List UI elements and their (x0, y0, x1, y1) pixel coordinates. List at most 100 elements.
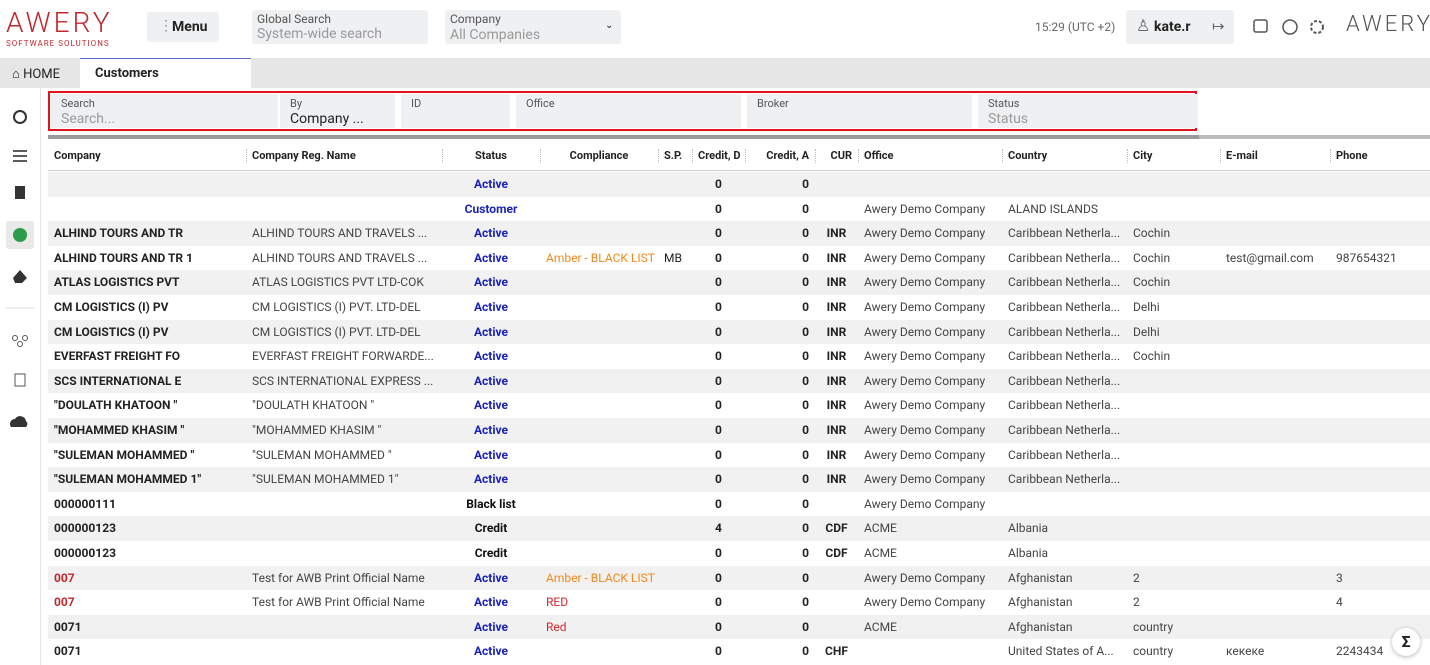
table-row[interactable] (48, 270, 1430, 295)
table-cell: Red (546, 619, 567, 634)
column-separator (658, 149, 659, 163)
filter-field[interactable]: By Company ... (280, 94, 395, 128)
table-row[interactable] (48, 467, 1430, 492)
table-cell: EVERFAST FREIGHT FORWARDE... (252, 349, 434, 364)
clock: 15:29 (UTC +2) (1035, 20, 1116, 34)
table-cell: 0 (802, 472, 809, 487)
table-cell: ATLAS LOGISTICS PVT LTD-COK (252, 275, 424, 290)
column-header[interactable]: Country (1008, 149, 1048, 162)
column-header[interactable]: Credit, A (766, 149, 809, 162)
table-row[interactable] (48, 196, 1430, 222)
table-cell: MB (664, 250, 682, 265)
table-row[interactable] (48, 565, 1430, 591)
settings-icon[interactable] (1310, 20, 1324, 34)
table-row[interactable] (48, 442, 1430, 468)
sum-button[interactable]: Σ (1392, 628, 1420, 656)
table-cell: 3 (1336, 570, 1343, 585)
table-cell: 2243434 (1336, 644, 1384, 659)
column-header[interactable]: Compliance (569, 149, 629, 162)
table-cell: Awery Demo Company (864, 201, 986, 216)
company-select[interactable]: Company All Companies ⌄ (445, 10, 621, 44)
table-cell: 0 (715, 595, 722, 610)
table-row[interactable] (48, 172, 1430, 197)
upload-icon[interactable] (10, 416, 28, 427)
document-icon[interactable] (15, 186, 25, 199)
table-row[interactable] (48, 418, 1430, 443)
table-cell: 0 (802, 521, 809, 536)
table-cell: 000000123 (54, 546, 116, 560)
column-separator (815, 149, 816, 163)
filter-field[interactable]: ID (401, 94, 510, 128)
table-row[interactable] (48, 590, 1430, 615)
field-label: Search (61, 97, 95, 110)
table-cell: 0071 (54, 644, 82, 659)
column-header[interactable]: Phone (1336, 149, 1368, 162)
user-box[interactable]: ♙ kate.r ↦ (1126, 10, 1234, 44)
menu-button[interactable]: ⋮ Menu (147, 12, 219, 42)
table-cell: Amber - BLACK LIST (546, 570, 655, 585)
filter-field[interactable]: Search Search... (51, 94, 278, 128)
table-cell: Awery Demo Company (864, 398, 986, 413)
filter-field[interactable]: Office (516, 94, 741, 128)
table-cell: CM LOGISTICS (I) PV (54, 324, 169, 339)
table-cell: Caribbean Netherla... (1008, 447, 1121, 462)
table-row[interactable] (48, 393, 1430, 418)
table-cell: Awery Demo Company (864, 447, 986, 462)
column-header[interactable]: S.P. (664, 149, 683, 162)
table-row[interactable] (48, 516, 1430, 541)
group-icon[interactable] (12, 335, 28, 347)
table-row[interactable] (48, 245, 1430, 271)
table-row[interactable] (48, 221, 1430, 246)
global-search[interactable]: Global Search System-wide search (252, 10, 428, 44)
import-icon[interactable] (14, 373, 26, 387)
table-cell: ALAND ISLANDS (1008, 201, 1098, 216)
table-cell: 0 (802, 250, 809, 265)
table-cell: 0 (715, 644, 722, 659)
column-header[interactable]: Office (864, 149, 894, 162)
column-header[interactable]: Company Reg. Name (252, 149, 356, 162)
table-cell: INR (826, 300, 847, 314)
table-cell: Active (473, 619, 509, 634)
table-cell: 0 (715, 349, 722, 364)
column-header[interactable]: Status (475, 149, 507, 162)
column-header[interactable]: Credit, D (698, 149, 741, 162)
filter-field[interactable]: Status Status (978, 94, 1198, 128)
eraser-icon[interactable] (13, 270, 27, 283)
table-cell: 0 (715, 250, 722, 265)
info-icon[interactable] (1282, 19, 1298, 35)
table-row[interactable] (48, 295, 1430, 320)
column-header[interactable]: Company (54, 149, 101, 162)
table-row[interactable] (48, 368, 1430, 394)
table-cell: 0 (715, 398, 722, 413)
table-row[interactable] (48, 319, 1430, 345)
table-row[interactable] (48, 541, 1430, 566)
active-tab[interactable]: Customers (80, 58, 251, 89)
tab-bar: ⌂ HOME Customers (0, 58, 1430, 89)
table-cell: ALHIND TOURS AND TRAVELS ... (252, 250, 428, 265)
table-cell: Active (473, 373, 509, 388)
table-row[interactable] (48, 614, 1430, 640)
column-header[interactable]: E-mail (1226, 149, 1258, 162)
table-cell: Active (473, 570, 509, 585)
table-cell: 0 (802, 398, 809, 413)
table-cell: 0 (802, 619, 809, 634)
table-row[interactable] (48, 639, 1430, 664)
table-cell: Caribbean Netherla... (1008, 250, 1121, 265)
filter-field[interactable]: Broker (747, 94, 972, 128)
chat-icon[interactable] (1253, 19, 1268, 33)
table-row[interactable] (48, 344, 1430, 369)
table-cell: INR (826, 275, 847, 290)
table-cell: 0 (802, 423, 809, 437)
table-row[interactable] (48, 491, 1430, 517)
table-cell: Active (473, 324, 509, 339)
refresh-icon[interactable] (13, 110, 27, 124)
table-cell: Awery Demo Company (864, 226, 986, 241)
column-separator (442, 149, 443, 163)
column-header[interactable]: CUR (830, 149, 853, 162)
table-cell: "DOULATH KHATOON " (252, 398, 375, 413)
filter-icon[interactable] (13, 150, 27, 162)
table-cell: Awery Demo Company (864, 472, 986, 487)
column-header[interactable]: City (1133, 149, 1153, 162)
home-tab[interactable]: ⌂ HOME (12, 67, 61, 82)
table-cell: Credit (474, 521, 508, 536)
